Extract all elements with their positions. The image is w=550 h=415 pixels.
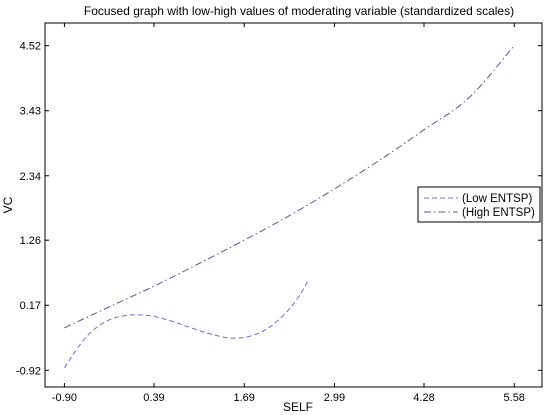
x-tick-label: 1.69 bbox=[234, 392, 255, 404]
y-tick-label: 1.26 bbox=[20, 235, 41, 247]
series-line-low-entsp bbox=[63, 281, 308, 369]
series-layer bbox=[63, 45, 515, 369]
x-tick-label: 4.28 bbox=[413, 392, 434, 404]
legend-entry: (High ENTSP) bbox=[462, 207, 535, 219]
legend-entry: (Low ENTSP) bbox=[462, 193, 532, 205]
y-axis: -0.92 0.17 1.26 2.34 3.43 4.52 bbox=[16, 41, 542, 377]
y-tick-label: 3.43 bbox=[20, 106, 41, 118]
legend-box bbox=[417, 186, 541, 223]
y-axis-label: VC bbox=[1, 196, 15, 213]
y-tick-label: 2.34 bbox=[20, 171, 41, 183]
legend: (Low ENTSP) (High ENTSP) bbox=[417, 186, 541, 223]
x-tick-label: 0.39 bbox=[143, 392, 164, 404]
y-tick-label: 0.17 bbox=[20, 300, 41, 312]
chart-title: Focused graph with low-high values of mo… bbox=[84, 4, 514, 18]
x-tick-label: 5.58 bbox=[504, 392, 525, 404]
y-tick-label: 4.52 bbox=[20, 41, 41, 53]
x-axis: -0.90 0.39 1.69 2.99 4.28 5.58 bbox=[52, 23, 525, 404]
series-line-high-entsp bbox=[64, 45, 515, 329]
x-tick-label: -0.90 bbox=[52, 392, 77, 404]
x-tick-label: 2.99 bbox=[324, 392, 345, 404]
y-tick-label: -0.92 bbox=[16, 365, 41, 377]
x-axis-label: SELF bbox=[283, 400, 313, 414]
